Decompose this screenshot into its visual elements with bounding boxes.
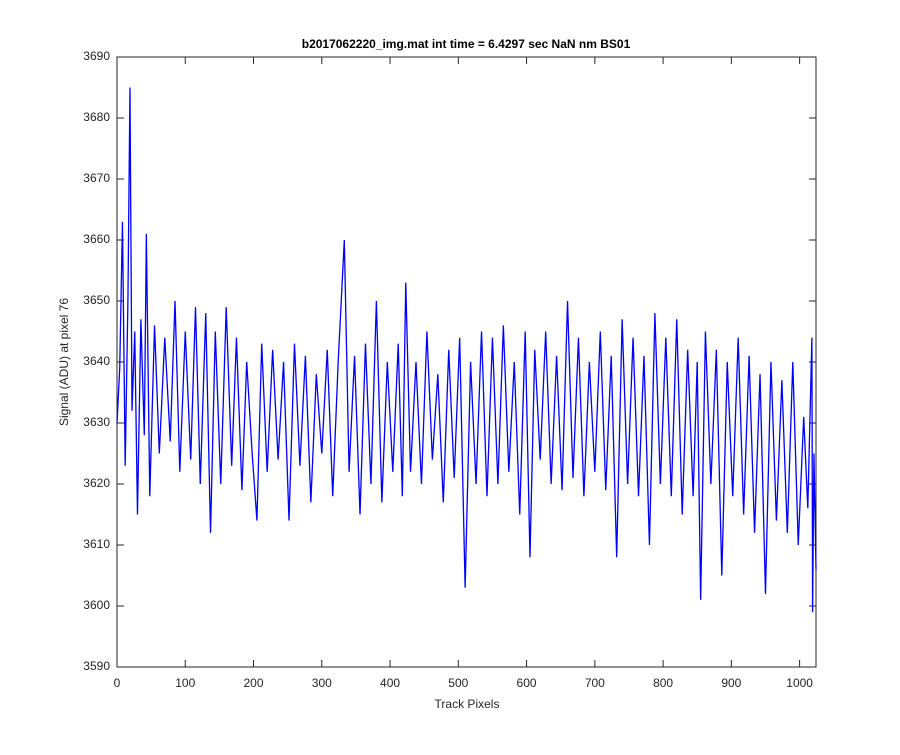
y-tick-label: 3650 [83,293,110,307]
x-tick-label: 900 [721,676,741,690]
y-axis-label: Signal (ADU) at pixel 76 [57,298,71,426]
x-axis-label: Track Pixels [435,697,500,711]
x-tick-label: 300 [312,676,332,690]
x-tick-label: 700 [585,676,605,690]
y-tick-label: 3690 [83,49,110,63]
y-tick-label: 3630 [83,415,110,429]
y-tick-label: 3610 [83,537,110,551]
x-tick-label: 200 [244,676,264,690]
y-tick-label: 3590 [83,659,110,673]
chart-title: b2017062220_img.mat int time = 6.4297 se… [302,37,631,51]
data-line [116,87,817,613]
y-tick-label: 3640 [83,354,110,368]
x-tick-label: 100 [175,676,195,690]
y-tick-label: 3660 [83,232,110,246]
x-tick-label: 500 [448,676,468,690]
x-tick-label: 400 [380,676,400,690]
x-tick-label: 0 [114,676,121,690]
y-tick-label: 3620 [83,476,110,490]
y-tick-label: 3670 [83,171,110,185]
x-tick-label: 1000 [786,676,813,690]
x-tick-label: 600 [517,676,537,690]
y-tick-label: 3680 [83,110,110,124]
x-tick-label: 800 [653,676,673,690]
y-tick-label: 3600 [83,598,110,612]
